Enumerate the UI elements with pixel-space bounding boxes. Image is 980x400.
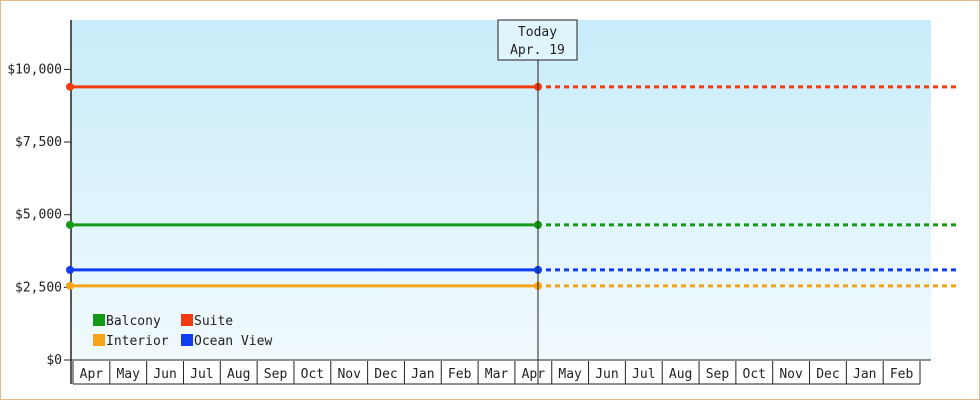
x-tick-label: Nov xyxy=(337,367,361,382)
x-tick-label: Apr xyxy=(522,367,546,382)
today-marker: Today Apr. 19 xyxy=(497,19,578,384)
x-tick-label: Dec xyxy=(374,367,397,382)
x-tick-label: May xyxy=(558,367,582,382)
x-tick-label: Oct xyxy=(743,367,766,382)
x-tick-label: Mar xyxy=(485,367,509,382)
x-axis: Apr May Jun Jul Aug Sep Oct Nov Dec Jan Feb Mar Apr M… xyxy=(71,359,931,385)
x-tick-label: Jan xyxy=(411,367,434,382)
x-tick-label: Jan xyxy=(853,367,876,382)
legend-swatch-interior xyxy=(93,334,105,346)
x-tick-label: Feb xyxy=(448,367,472,382)
x-tick-label: Jun xyxy=(153,367,176,382)
plot-background xyxy=(71,20,931,360)
y-tick-label: $5,000 xyxy=(15,208,62,223)
legend-label-ocean-view: Ocean View xyxy=(194,334,272,349)
today-box xyxy=(497,19,578,61)
legend-swatch-balcony xyxy=(93,314,105,326)
legend-label-suite: Suite xyxy=(194,314,233,329)
x-tick-label: Apr xyxy=(80,367,104,382)
data-point-interior xyxy=(66,281,74,290)
legend-label-interior: Interior xyxy=(106,334,169,349)
legend-label-balcony: Balcony xyxy=(106,314,161,329)
x-tick-label: May xyxy=(116,367,140,382)
today-date-label: Apr. 19 xyxy=(510,43,565,58)
data-point-suite xyxy=(66,82,74,91)
y-tick-label: $2,500 xyxy=(15,280,62,295)
x-tick-label: Dec xyxy=(816,367,839,382)
x-tick-label: Oct xyxy=(301,367,324,382)
x-tick-label: Sep xyxy=(264,367,288,382)
legend-swatch-ocean-view xyxy=(181,334,193,346)
y-tick-label: $10,000 xyxy=(7,62,62,77)
x-tick-label: Aug xyxy=(669,367,692,382)
x-tick-label: Jul xyxy=(632,367,655,382)
x-tick-label: Aug xyxy=(227,367,250,382)
y-tick-label: $0 xyxy=(46,353,62,368)
legend: Balcony Suite Interior Ocean View xyxy=(93,314,272,349)
legend-swatch-suite xyxy=(181,314,193,326)
x-tick-label: Sep xyxy=(706,367,730,382)
y-tick-label: $7,500 xyxy=(15,135,62,150)
x-tick-label: Feb xyxy=(890,367,914,382)
x-tick-label: Jul xyxy=(190,367,213,382)
x-tick-label: Jun xyxy=(595,367,618,382)
x-tick-label: Nov xyxy=(779,367,803,382)
data-point-balcony xyxy=(66,220,74,229)
y-axis: $0 $2,500 $5,000 $7,500 $10,000 xyxy=(7,20,72,384)
today-label: Today xyxy=(518,25,557,40)
data-point-ocean-view xyxy=(66,265,74,274)
series-lines xyxy=(66,82,960,290)
